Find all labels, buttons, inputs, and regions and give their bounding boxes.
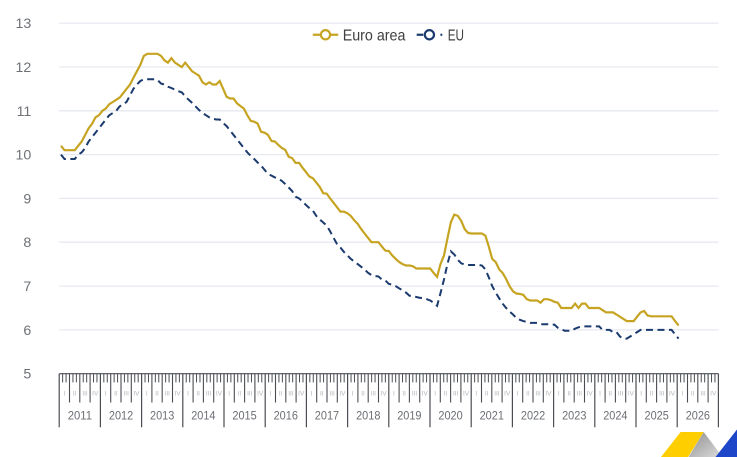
svg-text:II: II — [114, 390, 118, 397]
svg-text:2013: 2013 — [150, 408, 175, 422]
svg-text:2011: 2011 — [68, 408, 92, 422]
svg-text:I: I — [475, 390, 477, 397]
svg-text:I: I — [352, 390, 354, 397]
svg-text:2026: 2026 — [686, 408, 711, 422]
svg-text:5: 5 — [23, 367, 31, 383]
svg-text:IV: IV — [216, 390, 223, 397]
svg-text:II: II — [567, 390, 571, 397]
svg-text:2020: 2020 — [438, 408, 463, 422]
svg-text:III: III — [288, 390, 294, 397]
svg-text:III: III — [247, 390, 253, 397]
svg-text:2017: 2017 — [315, 408, 339, 422]
svg-text:III: III — [700, 390, 706, 397]
svg-text:IV: IV — [92, 390, 99, 397]
svg-text:III: III — [618, 390, 624, 397]
svg-text:II: II — [402, 390, 406, 397]
svg-text:III: III — [412, 390, 418, 397]
svg-text:IV: IV — [422, 390, 429, 397]
svg-text:IV: IV — [587, 390, 594, 397]
svg-text:I: I — [558, 390, 560, 397]
svg-text:2012: 2012 — [109, 408, 133, 422]
svg-text:IV: IV — [669, 390, 676, 397]
svg-text:III: III — [165, 390, 171, 397]
svg-text:II: II — [361, 390, 365, 397]
svg-text:III: III — [124, 390, 130, 397]
svg-text:2016: 2016 — [274, 408, 299, 422]
svg-text:IV: IV — [710, 390, 717, 397]
svg-text:2018: 2018 — [356, 408, 381, 422]
svg-text:EU: EU — [448, 27, 464, 44]
svg-text:II: II — [155, 390, 159, 397]
svg-text:I: I — [311, 390, 313, 397]
svg-text:IV: IV — [298, 390, 305, 397]
svg-text:II: II — [238, 390, 242, 397]
svg-text:II: II — [691, 390, 695, 397]
svg-text:II: II — [73, 390, 77, 397]
svg-text:11: 11 — [17, 104, 32, 120]
svg-text:III: III — [577, 390, 583, 397]
svg-text:I: I — [682, 390, 684, 397]
svg-text:II: II — [485, 390, 489, 397]
svg-text:I: I — [146, 390, 148, 397]
svg-text:I: I — [517, 390, 519, 397]
svg-text:I: I — [64, 390, 66, 397]
svg-text:2022: 2022 — [521, 408, 545, 422]
svg-text:Euro area: Euro area — [343, 27, 406, 44]
svg-text:II: II — [320, 390, 324, 397]
svg-text:II: II — [444, 390, 448, 397]
svg-text:2025: 2025 — [645, 408, 670, 422]
svg-text:III: III — [82, 390, 88, 397]
svg-text:IV: IV — [175, 390, 182, 397]
svg-text:2023: 2023 — [562, 408, 587, 422]
svg-text:III: III — [206, 390, 212, 397]
svg-text:IV: IV — [463, 390, 470, 397]
svg-text:10: 10 — [16, 148, 32, 164]
svg-text:IV: IV — [545, 390, 552, 397]
svg-text:IV: IV — [257, 390, 264, 397]
svg-text:13: 13 — [16, 16, 32, 32]
svg-text:IV: IV — [133, 390, 140, 397]
svg-text:II: II — [526, 390, 530, 397]
svg-text:III: III — [453, 390, 459, 397]
svg-text:2019: 2019 — [397, 408, 421, 422]
svg-text:III: III — [535, 390, 541, 397]
svg-text:II: II — [609, 390, 613, 397]
svg-text:2021: 2021 — [480, 408, 504, 422]
svg-text:III: III — [494, 390, 500, 397]
svg-text:I: I — [269, 390, 271, 397]
svg-text:7: 7 — [23, 279, 31, 295]
svg-text:I: I — [187, 390, 189, 397]
svg-text:II: II — [196, 390, 200, 397]
svg-text:I: I — [599, 390, 601, 397]
svg-text:6: 6 — [23, 323, 31, 339]
svg-text:9: 9 — [23, 191, 31, 207]
svg-text:I: I — [393, 390, 395, 397]
svg-text:IV: IV — [628, 390, 635, 397]
svg-text:III: III — [329, 390, 335, 397]
svg-text:8: 8 — [23, 235, 31, 251]
svg-text:IV: IV — [339, 390, 346, 397]
svg-text:I: I — [105, 390, 107, 397]
svg-text:II: II — [279, 390, 283, 397]
svg-text:I: I — [640, 390, 642, 397]
svg-text:I: I — [434, 390, 436, 397]
svg-text:2024: 2024 — [603, 408, 628, 422]
svg-text:III: III — [371, 390, 377, 397]
svg-text:12: 12 — [16, 60, 32, 76]
svg-text:III: III — [659, 390, 665, 397]
svg-text:2015: 2015 — [232, 408, 257, 422]
svg-text:I: I — [228, 390, 230, 397]
svg-text:II: II — [650, 390, 654, 397]
svg-text:2014: 2014 — [191, 408, 216, 422]
svg-text:IV: IV — [381, 390, 388, 397]
svg-text:IV: IV — [504, 390, 511, 397]
